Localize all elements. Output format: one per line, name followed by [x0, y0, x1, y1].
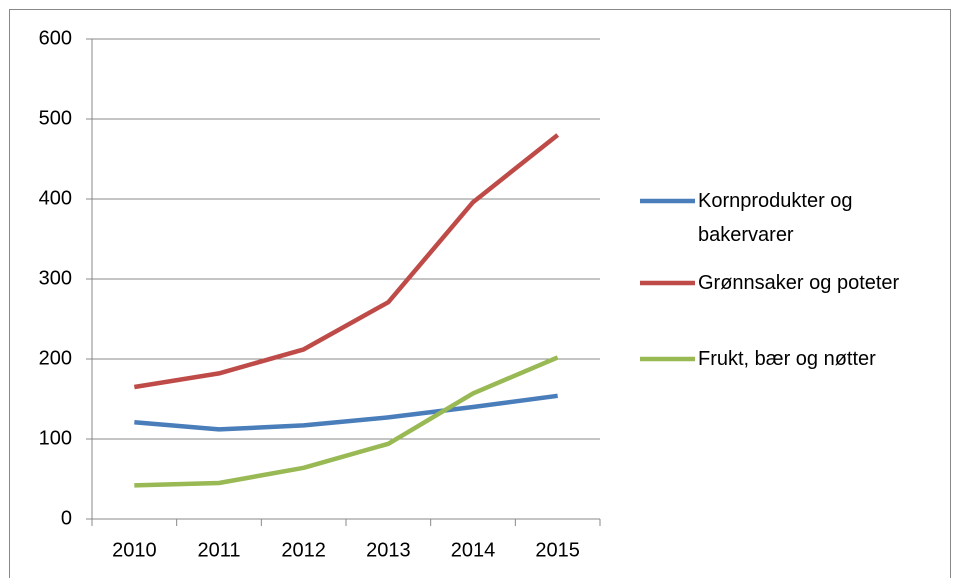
x-tick-label: 2014: [451, 539, 496, 561]
y-tick-label: 400: [39, 187, 72, 209]
x-tick-label: 2013: [366, 539, 411, 561]
legend-label: Grønnsaker og poteter: [698, 272, 900, 294]
y-tick-label: 600: [39, 27, 72, 49]
chart-border: [9, 9, 951, 578]
series-line: [133, 133, 560, 390]
y-tick-label: 300: [39, 267, 72, 289]
x-tick-label: 2015: [535, 539, 580, 561]
legend-label: Kornprodukter og bakervarer: [698, 190, 853, 246]
y-tick-label: 500: [39, 107, 72, 129]
x-tick-label: 2011: [197, 539, 240, 561]
x-tick-label: 2010: [112, 539, 157, 561]
y-tick-label: 100: [39, 427, 72, 449]
series-line: [134, 393, 558, 432]
y-tick-label: 0: [61, 507, 72, 529]
x-tick-label: 2012: [281, 539, 326, 561]
y-tick-label: 200: [39, 347, 72, 369]
series-line: [134, 355, 559, 488]
legend-label: Frukt, bær og nøtter: [698, 348, 876, 370]
